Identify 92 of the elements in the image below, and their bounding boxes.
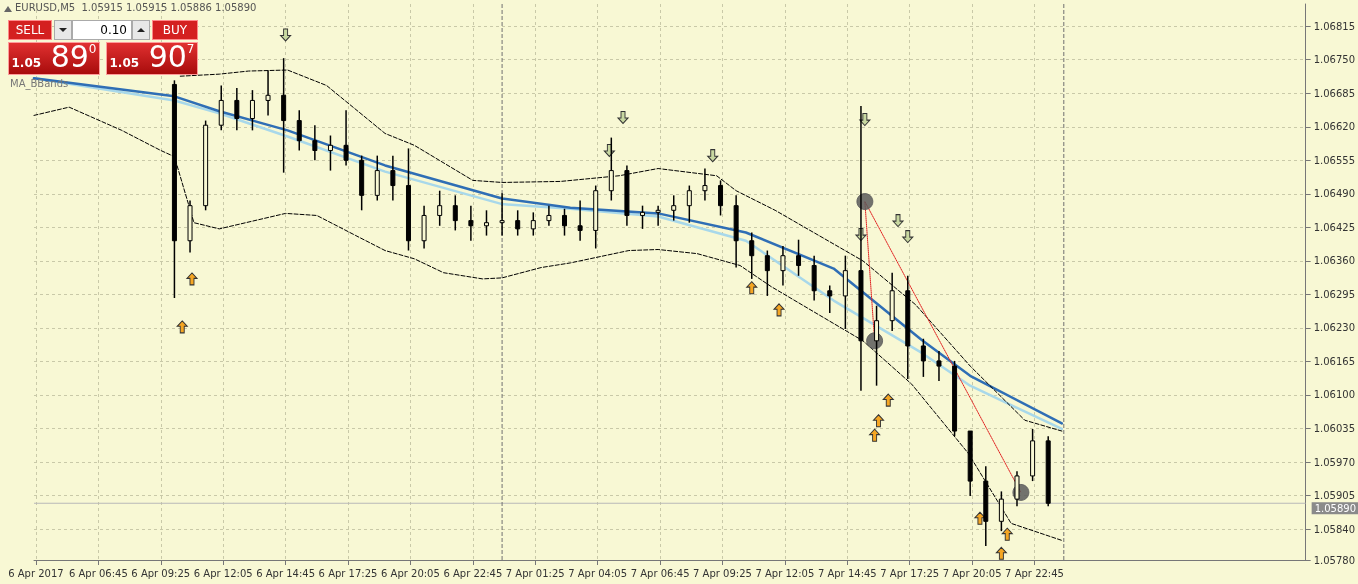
point [707, 149, 719, 163]
candlestick [530, 211, 536, 237]
candlestick [499, 192, 505, 237]
candlestick [468, 204, 474, 242]
candlestick [749, 231, 755, 280]
candlestick [936, 350, 942, 382]
point [882, 393, 894, 407]
y-tick-label: 1.06490 [1313, 188, 1356, 200]
chart-title: EURUSD,M5 1.05915 1.05915 1.05886 1.05890 [15, 2, 257, 13]
point [746, 281, 758, 295]
y-tick-label: 1.05840 [1313, 523, 1356, 535]
y-tick-label: 1.05780 [1313, 554, 1356, 566]
y-tick-label: 1.06620 [1313, 121, 1356, 133]
candlestick [483, 209, 489, 237]
point [603, 143, 615, 157]
candlestick [343, 109, 349, 167]
x-tick-label: 6 Apr 14:45 [256, 567, 316, 579]
x-tick-label: 7 Apr 04:05 [568, 567, 628, 579]
y-tick-label: 1.05905 [1313, 490, 1356, 502]
point [873, 414, 885, 428]
x-tick-label: 7 Apr 17:25 [880, 567, 940, 579]
candlestick [390, 154, 396, 202]
candlestick [437, 189, 443, 227]
text: MA_BBands [10, 78, 69, 89]
candlestick [655, 204, 661, 227]
y-tick-label: 1.06360 [1313, 255, 1356, 267]
x-tick-label: 6 Apr 06:45 [68, 567, 128, 579]
candlestick [827, 284, 833, 314]
y-tick-label: 1.06230 [1313, 322, 1356, 334]
candlestick [998, 490, 1004, 532]
y-tick-label: 1.06425 [1313, 221, 1356, 233]
candlestick [671, 194, 677, 222]
candlestick [796, 238, 802, 277]
candlestick [764, 249, 770, 297]
point [869, 428, 881, 442]
point [280, 28, 292, 42]
y-tick-label: 1.06100 [1313, 389, 1356, 401]
point [176, 320, 188, 334]
x-tick-label: 6 Apr 12:05 [193, 567, 253, 579]
y-tick-label: 1.05970 [1313, 456, 1356, 468]
candlestick [640, 204, 646, 230]
ref-line-label: 1.05890 [1314, 502, 1357, 514]
candlestick [577, 199, 583, 242]
y-tick-label: 1.06035 [1313, 422, 1356, 434]
candlestick [718, 179, 724, 217]
x-tick-label: 7 Apr 09:25 [693, 567, 752, 579]
candlestick [686, 184, 692, 224]
x-tick-label: 7 Apr 06:45 [630, 567, 690, 579]
candlestick [515, 209, 521, 237]
buy-button: BUY [152, 20, 198, 40]
y-tick-label: 1.06165 [1313, 355, 1356, 367]
candlestick [920, 337, 926, 378]
point [1001, 527, 1013, 541]
x-tick-label: 7 Apr 01:25 [505, 567, 565, 579]
candlestick [874, 304, 880, 387]
x-tick-label: 6 Apr 09:25 [131, 567, 191, 579]
y-tick-label: 1.06555 [1313, 154, 1356, 166]
candlestick [1014, 470, 1020, 508]
point [859, 113, 871, 127]
y-tick-label: 1.06295 [1313, 288, 1356, 300]
point [902, 230, 914, 244]
candlestick [452, 194, 458, 232]
candlestick [702, 167, 708, 202]
candlestick [327, 134, 333, 172]
y-tick-label: 1.06685 [1313, 87, 1356, 99]
price-box: 1.05 90$^{7}$ [106, 42, 198, 75]
x-tick-label: 7 Apr 12:05 [755, 567, 815, 579]
candlestick [562, 208, 567, 237]
candlestick [312, 124, 318, 162]
point [773, 303, 785, 317]
point [186, 272, 198, 286]
candlestick [249, 89, 255, 132]
x-tick-label: 7 Apr 22:45 [1005, 567, 1064, 579]
x-tick-label: 6 Apr 2017 [8, 567, 64, 579]
point [995, 546, 1007, 560]
candlestick [234, 87, 240, 132]
price-box: 1.05 89$^{0}$ [8, 42, 100, 75]
candlestick [296, 109, 302, 152]
point [617, 110, 629, 124]
point [974, 511, 986, 525]
x-tick-label: 6 Apr 22:45 [443, 567, 503, 579]
quantity-field: 0.10 [72, 20, 132, 40]
point [892, 214, 904, 228]
x-tick-label: 7 Apr 14:45 [817, 567, 877, 579]
x-tick-label: 6 Apr 17:25 [318, 567, 378, 579]
sell-button: SELL [8, 20, 52, 40]
x-tick-label: 6 Apr 20:05 [381, 567, 440, 579]
candlestick [780, 245, 786, 287]
y-tick-label: 1.06750 [1313, 54, 1356, 66]
x-tick-label: 7 Apr 20:05 [942, 567, 1002, 579]
y-tick-label: 1.06815 [1313, 20, 1356, 32]
candlestick [546, 204, 552, 227]
